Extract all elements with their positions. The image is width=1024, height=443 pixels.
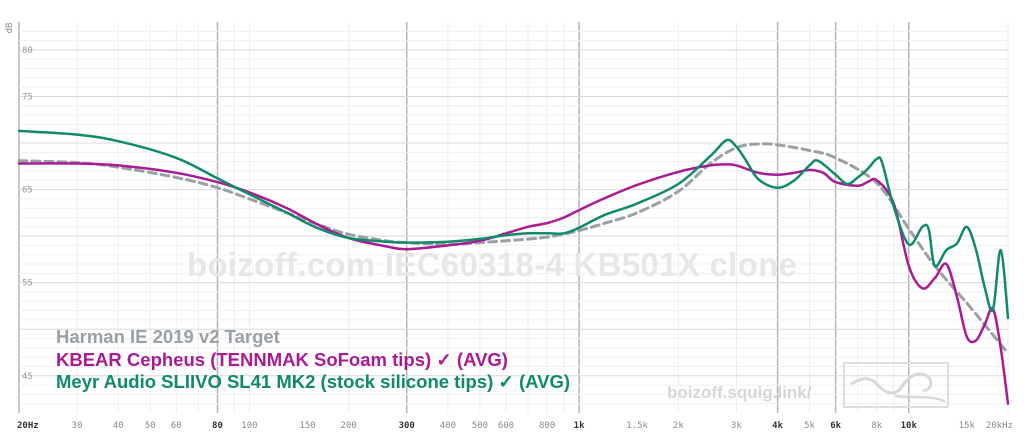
y-tick-label: 55 — [22, 279, 33, 289]
watermark-text: boizoff.com IEC60318-4 KB501X clone — [187, 246, 798, 283]
legend-item-meyr-sliivo[interactable]: Meyr Audio SLIIVO SL41 MK2 (stock silico… — [56, 371, 571, 392]
x-tick-label: 400 — [440, 421, 456, 431]
x-tick-label: 2k — [673, 421, 684, 431]
x-tick-label: 300 — [399, 421, 415, 431]
x-tick-label: 5k — [804, 421, 815, 431]
x-tick-label: 4k — [772, 421, 783, 431]
x-tick-label: 150 — [299, 421, 315, 431]
x-tick-label: 3k — [731, 421, 742, 431]
x-tick-label: 60 — [171, 421, 182, 431]
x-tick-label: 800 — [539, 421, 555, 431]
x-tick-label: 500 — [472, 421, 488, 431]
x-tick-label: 100 — [241, 421, 257, 431]
y-axis-unit-label: dB — [5, 23, 15, 34]
y-tick-label: 45 — [22, 372, 33, 382]
x-tick-label: 30 — [72, 421, 83, 431]
series-line-meyr-sliivo — [17, 129, 1010, 320]
y-tick-label: 80 — [22, 46, 33, 56]
x-tick-label: 50 — [145, 421, 156, 431]
y-tick-label: 65 — [22, 186, 33, 196]
x-tick-label: 200 — [341, 421, 357, 431]
series-layer — [17, 129, 1010, 405]
x-tick-label: 15k — [959, 421, 976, 431]
x-tick-label: 40 — [113, 421, 124, 431]
x-tick-label: 1k — [574, 421, 585, 431]
x-tick-label: 20kHz — [986, 421, 1013, 431]
legend-item-kbear-cepheus[interactable]: KBEAR Cepheus (TENNMAK SoFoam tips) ✓ (A… — [56, 348, 508, 370]
y-tick-label: 75 — [22, 92, 33, 102]
site-url: boizoff.squig.link/ — [667, 383, 812, 402]
squig-logo-icon — [843, 362, 949, 408]
x-tick-label: 1.5k — [626, 421, 648, 431]
legend-item-target[interactable]: Harman IE 2019 v2 Target — [56, 326, 280, 347]
x-tick-label: 10k — [901, 421, 918, 431]
x-tick-label: 6k — [830, 421, 841, 431]
x-tick-label: 80 — [212, 421, 223, 431]
y-axis: 45 55 65 75 80 — [22, 46, 33, 382]
x-tick-label: 600 — [498, 421, 514, 431]
series-line-kbear-cepheus — [17, 162, 1010, 405]
x-axis: 20Hz 30 40 50 60 80 100 150 200 300 400 500 600 800 1k… — [17, 421, 1013, 431]
legend: Harman IE 2019 v2 Target KBEAR Cepheus (… — [56, 326, 570, 394]
x-tick-label: 8k — [871, 421, 882, 431]
series-line-harman-target — [17, 142, 1010, 355]
x-tick-label: 20Hz — [17, 421, 39, 431]
